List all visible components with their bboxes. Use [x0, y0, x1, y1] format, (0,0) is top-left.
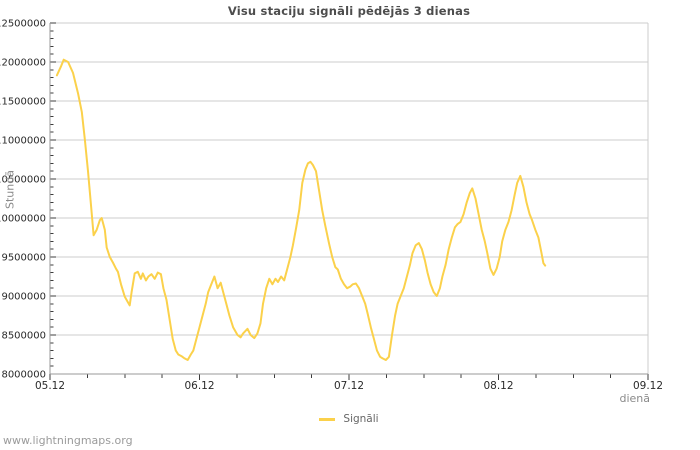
y-tick-label: 12000000: [0, 58, 46, 69]
x-tick-label: 06.12: [184, 380, 214, 392]
x-axis-unit-label: dienā: [619, 392, 650, 405]
x-tick-label: 08.12: [483, 380, 513, 392]
x-tick-label: 05.12: [35, 380, 65, 392]
y-tick-label: 8500000: [1, 331, 46, 342]
y-tick-label: 11500000: [0, 97, 46, 108]
legend-line-swatch: [319, 417, 336, 421]
y-tick-label: 11000000: [0, 136, 46, 147]
chart-legend: Signāli: [50, 411, 648, 427]
y-tick-label: 12500000: [0, 19, 46, 30]
y-tick-label: 9000000: [1, 292, 46, 303]
x-tick-label: 07.12: [334, 380, 364, 392]
legend-series-label: Signāli: [343, 413, 379, 425]
watermark-url: www.lightningmaps.org: [3, 434, 133, 447]
y-tick-label: 10000000: [0, 214, 46, 225]
y-tick-label: 10500000: [0, 175, 46, 186]
series-line-signāli: [55, 58, 547, 361]
y-tick-label: 8000000: [1, 370, 46, 381]
x-tick-label: 09.12: [633, 380, 663, 392]
y-tick-label: 9500000: [1, 253, 46, 264]
y-axis-unit-label: Stundā: [3, 170, 17, 209]
chart-title: Visu staciju signāli pēdējās 3 dienas: [227, 4, 471, 18]
